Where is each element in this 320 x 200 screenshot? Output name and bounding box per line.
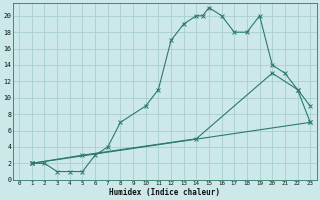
X-axis label: Humidex (Indice chaleur): Humidex (Indice chaleur) (109, 188, 220, 197)
